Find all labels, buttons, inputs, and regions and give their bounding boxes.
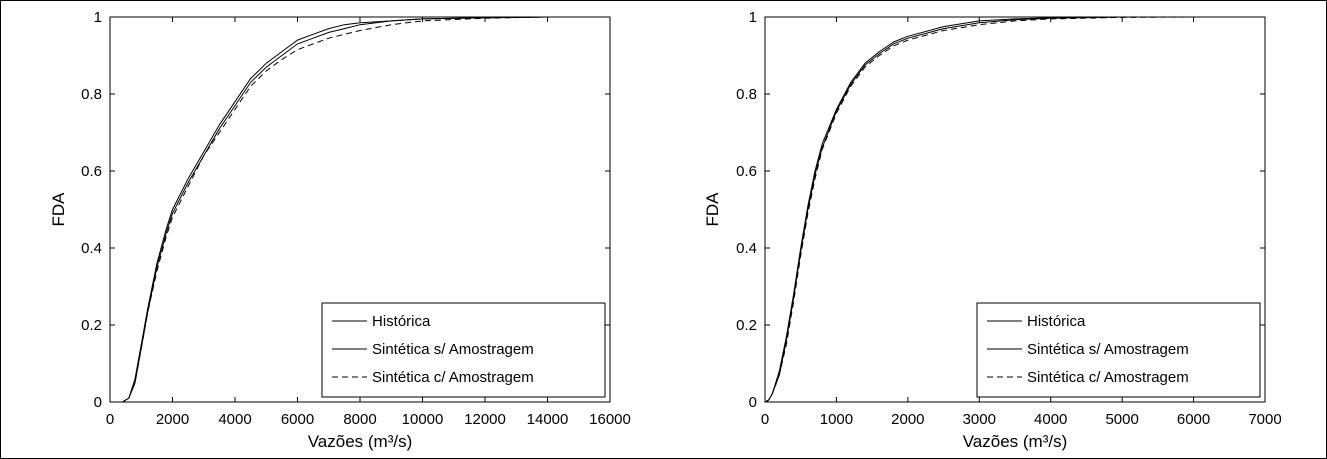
y-tick-label: 0.2 — [736, 317, 757, 334]
x-tick-label: 14000 — [527, 411, 569, 428]
x-tick-label: 6000 — [281, 411, 314, 428]
y-tick-label: 0.6 — [736, 163, 757, 180]
legend-label: Sintética s/ Amostragem — [1027, 341, 1189, 358]
x-tick-label: 10000 — [402, 411, 444, 428]
legend-label: Sintética s/ Amostragem — [372, 341, 534, 358]
series-line-3 — [110, 16, 610, 403]
x-tick-label: 1000 — [820, 411, 853, 428]
x-tick-label: 5000 — [1105, 411, 1138, 428]
y-tick-label: 1 — [94, 9, 102, 26]
x-tick-label: 4000 — [218, 411, 251, 428]
x-axis-label: Vazões (m³/s) — [963, 432, 1068, 451]
legend-label: Sintética c/ Amostragem — [372, 369, 534, 386]
y-tick-label: 0.8 — [736, 86, 757, 103]
y-axis-label: FDA — [703, 192, 722, 227]
series-line-3 — [764, 16, 1265, 403]
legend-box — [321, 302, 606, 398]
series-line-2 — [764, 16, 1265, 403]
series-line-1 — [764, 16, 1265, 403]
x-tick-label: 4000 — [1034, 411, 1067, 428]
x-tick-label: 2000 — [891, 411, 924, 428]
x-axis-label: Vazões (m³/s) — [308, 432, 413, 451]
legend-label: Histórica — [372, 313, 431, 330]
y-tick-label: 0.4 — [81, 240, 102, 257]
plot-area — [764, 16, 1266, 403]
series-line-2 — [110, 16, 610, 403]
x-tick-label: 0 — [761, 411, 769, 428]
legend-box — [976, 302, 1261, 398]
y-tick-label: 0.4 — [736, 240, 757, 257]
x-tick-label: 12000 — [464, 411, 506, 428]
y-tick-label: 1 — [749, 9, 757, 26]
x-tick-label: 2000 — [156, 411, 189, 428]
y-tick-label: 0.8 — [81, 86, 102, 103]
legend: Histórica Sintética s/ Amostragem Sintétic… — [976, 302, 1261, 398]
legend: Histórica Sintética s/ Amostragem Sintétic… — [321, 302, 606, 398]
y-tick-label: 0 — [94, 394, 102, 411]
chart-1: 0 2000 4000 6000 8000 10000 12000 14000 16000 0 0.… — [49, 9, 631, 451]
x-tick-label: 3000 — [963, 411, 996, 428]
y-tick-label: 0.2 — [81, 317, 102, 334]
y-axis-label: FDA — [49, 192, 68, 227]
y-tick-label: 0 — [749, 394, 757, 411]
y-tick-label: 0.6 — [81, 163, 102, 180]
x-tick-label: 8000 — [343, 411, 376, 428]
chart-2: 0 1000 2000 3000 4000 5000 6000 7000 0 0.2 0.4 0.6 0… — [703, 9, 1282, 451]
x-tick-label: 7000 — [1248, 411, 1281, 428]
x-tick-label: 0 — [106, 411, 114, 428]
x-tick-label: 6000 — [1177, 411, 1210, 428]
legend-label: Sintética c/ Amostragem — [1027, 369, 1189, 386]
legend-label: Histórica — [1027, 313, 1086, 330]
x-tick-label: 16000 — [589, 411, 631, 428]
